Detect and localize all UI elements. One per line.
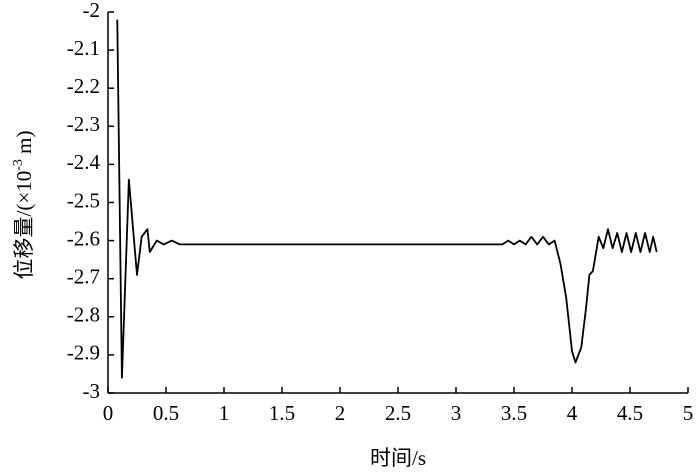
y-tick-label: -2.7 [67, 265, 100, 289]
y-label-unit: m) [12, 131, 36, 160]
y-label-main: 位移量/(×10 [12, 171, 36, 280]
x-tick-label: 0.5 [153, 401, 179, 425]
x-tick-label: 5 [683, 401, 694, 425]
y-tick-label: -2.6 [67, 226, 100, 250]
x-tick-label: 2 [335, 401, 346, 425]
x-tick-label: 1 [219, 401, 230, 425]
y-tick-label: -2.4 [67, 150, 101, 174]
x-axis-label: 时间/s [370, 446, 426, 470]
y-label-exponent: -3 [11, 159, 26, 171]
y-tick-label: -2.1 [67, 36, 100, 60]
x-tick-label: 4.5 [617, 401, 643, 425]
x-tick-label: 2.5 [385, 401, 411, 425]
x-tick-label: 4 [567, 401, 578, 425]
y-tick-label: -2.8 [67, 303, 100, 327]
y-tick-label: -2.5 [67, 188, 100, 212]
y-tick-label: -2 [83, 0, 101, 22]
x-tick-label: 0 [103, 401, 114, 425]
y-axis-label: 位移量/(×10-3 m) [11, 131, 36, 280]
y-tick-label: -2.3 [67, 112, 100, 136]
data-line [116, 19, 658, 379]
x-tick-label: 3.5 [501, 401, 527, 425]
x-tick-label: 1.5 [269, 401, 295, 425]
y-tick-label: -2.2 [67, 74, 100, 98]
y-tick-label: -3 [83, 379, 101, 403]
x-tick-label: 3 [451, 401, 462, 425]
y-tick-label: -2.9 [67, 341, 100, 365]
